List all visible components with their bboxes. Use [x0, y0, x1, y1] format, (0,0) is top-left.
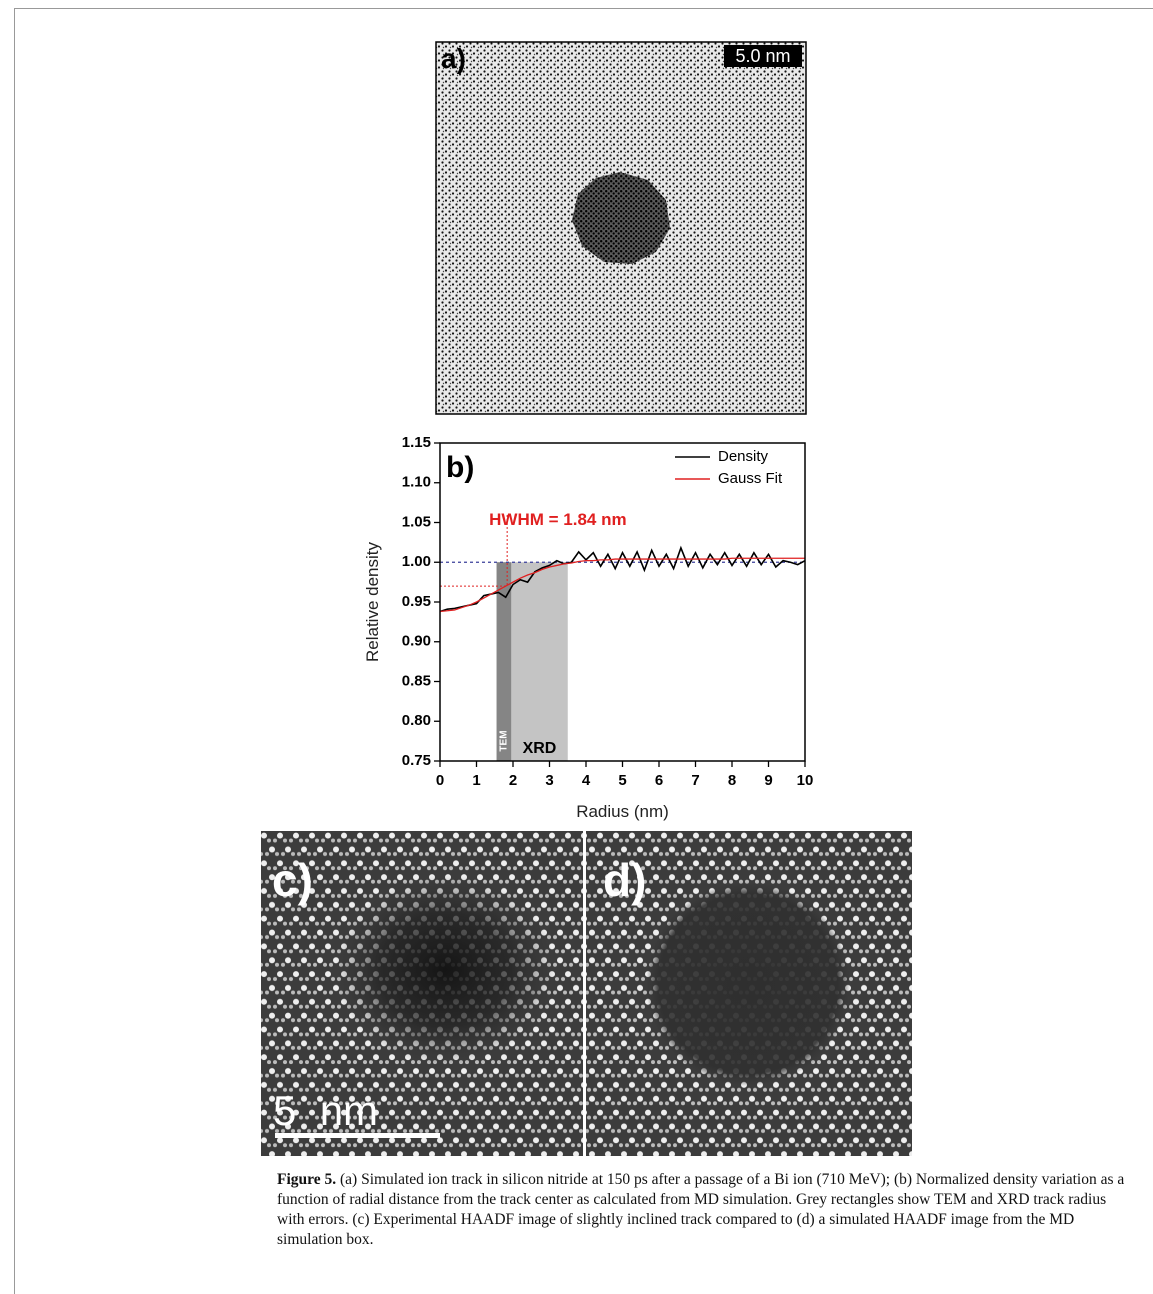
band-label: TEM [499, 730, 510, 751]
scale-box [724, 45, 802, 67]
y-tick-label: 0.80 [402, 712, 431, 729]
panel-label: a) [441, 43, 466, 74]
chart: XRD TEM HWHM = 1.84 nm 0.75 0.80 0.85 0.90 0.95… [363, 434, 813, 821]
x-tick-label: 1 [472, 772, 480, 789]
legend-label: Density [718, 448, 769, 465]
y-tick-label: 0.75 [402, 752, 431, 769]
track-region [335, 875, 555, 1065]
y-tick-label: 1.00 [402, 553, 431, 570]
panel-c: c) 5 nm [261, 831, 583, 1156]
x-tick-label: 4 [582, 772, 591, 789]
frame [14, 8, 15, 1294]
track-region [646, 882, 850, 1086]
scale-label: 5 nm [273, 1087, 378, 1134]
panel-a: a) 5.0 nm [435, 41, 807, 415]
x-tick-label: 8 [728, 772, 736, 789]
y-tick-label: 0.85 [402, 672, 431, 689]
separator [583, 831, 586, 1156]
data-line [439, 557, 805, 613]
panel-label: c) [272, 854, 313, 906]
x-tick-label: 3 [545, 772, 553, 789]
y-tick-label: 1.15 [402, 434, 431, 451]
error-band [496, 562, 512, 761]
y-tick-label: 1.05 [402, 513, 431, 530]
panel-label: d) [603, 854, 646, 906]
data-line [439, 545, 806, 613]
track-region [572, 172, 670, 264]
x-tick-label: 6 [655, 772, 663, 789]
legend-label: Gauss Fit [718, 470, 783, 487]
x-tick-label: 7 [691, 772, 699, 789]
x-tick-label: 0 [436, 772, 444, 789]
x-tick-label: 5 [618, 772, 626, 789]
scale-bar [275, 1133, 440, 1138]
x-tick-label: 9 [764, 772, 772, 789]
frame [14, 8, 1153, 9]
x-axis-label: Radius (nm) [576, 802, 669, 821]
caption-label: Figure 5. [277, 1171, 337, 1188]
annotation: HWHM = 1.84 nm [489, 510, 626, 529]
plot-frame [439, 442, 806, 762]
scale-label: 5.0 nm [735, 46, 790, 66]
y-axis-label: Relative density [363, 542, 382, 663]
y-tick-label: 0.95 [402, 593, 431, 610]
caption: Figure 5. (a) Simulated ion track in sil… [277, 1170, 1127, 1250]
panel-d: d) [586, 831, 912, 1156]
panel-label: b) [446, 451, 474, 484]
x-tick-label: 10 [797, 772, 814, 789]
y-tick-label: 1.10 [402, 474, 431, 491]
caption-text: (a) Simulated ion track in silicon nitri… [277, 1171, 1125, 1248]
band-label: XRD [523, 740, 557, 757]
x-tick-label: 2 [509, 772, 517, 789]
y-tick-label: 0.90 [402, 633, 431, 650]
